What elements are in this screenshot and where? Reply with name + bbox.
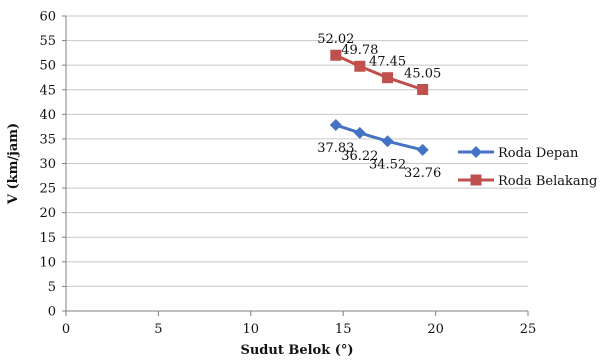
data-label: 34.52 <box>369 157 406 172</box>
data-label: 47.45 <box>369 55 406 70</box>
y-tick-label: 50 <box>39 59 56 74</box>
x-tick-label: 25 <box>520 322 537 337</box>
y-tick-label: 35 <box>39 132 56 147</box>
y-tick-label: 45 <box>39 83 56 98</box>
y-tick-label: 25 <box>39 182 56 197</box>
y-tick-label: 55 <box>39 34 56 49</box>
x-tick-label: 10 <box>243 322 260 337</box>
data-point <box>417 84 429 96</box>
legend-marker <box>470 146 482 158</box>
data-label: 37.83 <box>317 141 354 156</box>
y-tick-label: 30 <box>39 157 56 172</box>
data-label: 52.02 <box>317 32 354 47</box>
data-label: 36.22 <box>341 149 378 164</box>
x-tick-label: 5 <box>154 322 162 337</box>
data-point <box>330 49 342 61</box>
y-axis-title: V (km/jam) <box>6 123 21 205</box>
legend-label: Roda Depan <box>498 146 579 161</box>
x-axis-title: Sudut Belok (°) <box>240 343 353 358</box>
y-tick-label: 0 <box>48 305 56 320</box>
axes: 0 5 10 15 20 25 30 35 40 45 50 55 60 0 5 10 15 20 25 <box>39 10 536 338</box>
data-point <box>329 119 342 132</box>
legend-marker <box>470 174 482 186</box>
y-tick-label: 20 <box>39 206 56 221</box>
y-tick-label: 15 <box>39 231 56 246</box>
legend-label: Roda Belakang <box>498 174 597 189</box>
x-tick-label: 15 <box>335 322 352 337</box>
data-point <box>382 72 394 84</box>
data-point <box>381 135 394 148</box>
data-point <box>354 60 366 72</box>
y-tick-label: 10 <box>39 255 56 270</box>
series-line <box>335 53 424 91</box>
data-label: 49.78 <box>341 43 378 58</box>
data-label: 32.76 <box>404 166 441 181</box>
data-point <box>353 126 366 139</box>
gridlines <box>66 15 528 287</box>
data-label: 45.05 <box>404 67 441 82</box>
x-tick-label: 0 <box>62 322 70 337</box>
series <box>329 49 429 156</box>
data-point <box>416 143 429 156</box>
x-tick-label: 20 <box>427 322 444 337</box>
y-tick-label: 40 <box>39 108 56 123</box>
y-tick-label: 60 <box>39 10 56 25</box>
legend: Roda Depan Roda Belakang <box>458 146 597 189</box>
y-tick-label: 5 <box>48 280 56 295</box>
series-line <box>335 123 424 152</box>
